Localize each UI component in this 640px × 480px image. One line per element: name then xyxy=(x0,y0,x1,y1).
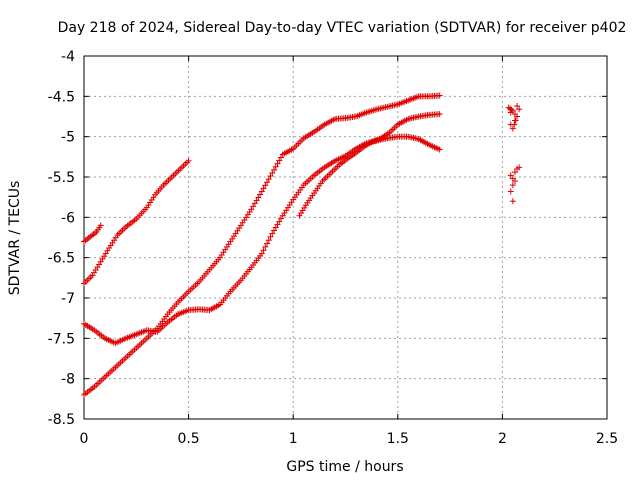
data-point xyxy=(436,146,443,153)
data-point xyxy=(511,169,518,176)
y-tick-label: -8.5 xyxy=(48,412,75,428)
data-point xyxy=(509,198,516,205)
data-point-interp xyxy=(272,163,279,170)
data-point-interp xyxy=(264,179,271,186)
y-tick-label: -6 xyxy=(61,210,75,226)
data-point xyxy=(516,164,523,171)
x-tick-label: 1.5 xyxy=(387,431,409,447)
data-point xyxy=(258,188,265,195)
data-point-interp xyxy=(260,247,267,254)
data-point xyxy=(509,182,516,189)
x-axis-label: GPS time / hours xyxy=(286,459,403,475)
data-point-interp xyxy=(276,157,283,164)
data-point-interp xyxy=(265,237,272,244)
x-tick-label: 0 xyxy=(80,431,89,447)
data-point-interp xyxy=(265,176,272,183)
data-point-interp xyxy=(511,121,518,128)
y-tick-label: -6.5 xyxy=(48,251,75,267)
y-tick-label: -4 xyxy=(61,49,75,65)
plot-frame xyxy=(83,55,608,420)
data-point-interp xyxy=(508,106,515,113)
data-point-interp xyxy=(298,210,305,217)
data-point-interp xyxy=(262,182,269,189)
data-point-interp xyxy=(299,207,306,214)
y-tick-label: -4.5 xyxy=(48,89,75,105)
data-point-interp xyxy=(267,233,274,240)
data-point xyxy=(185,157,192,164)
y-tick-label: -7 xyxy=(61,291,75,307)
x-tick-label: 0.5 xyxy=(177,431,199,447)
data-point-interp xyxy=(271,166,278,173)
data-point xyxy=(258,250,265,257)
data-point xyxy=(511,178,518,185)
data-point-interp xyxy=(274,160,281,167)
grid xyxy=(84,56,607,419)
y-tick-label: -8 xyxy=(61,372,75,388)
data-point-interp xyxy=(264,240,271,247)
data-point-interp xyxy=(262,243,269,250)
data-point xyxy=(269,169,276,176)
x-tick-label: 2 xyxy=(498,431,507,447)
data-point xyxy=(514,113,521,120)
chart-title: Day 218 of 2024, Sidereal Day-to-day VTE… xyxy=(58,20,627,36)
data-point xyxy=(507,109,514,116)
data-point-interp xyxy=(301,204,308,211)
data-point xyxy=(511,117,518,124)
y-axis-label: SDTVAR / TECUs xyxy=(7,181,23,296)
data-point xyxy=(507,172,514,179)
data-point xyxy=(436,111,443,118)
data-point xyxy=(296,212,303,219)
data-point-interp xyxy=(277,154,284,161)
data-point xyxy=(507,188,514,195)
y-tick-label: -7.5 xyxy=(48,331,75,347)
data-point-interp xyxy=(260,185,267,192)
data-point xyxy=(97,222,104,229)
data-point-interp xyxy=(267,173,274,180)
x-axis: 0 0.5 1 1.5 2 2.5 xyxy=(80,56,618,447)
y-tick-label: -5 xyxy=(61,130,75,146)
data-point xyxy=(436,92,443,99)
data-point xyxy=(509,125,516,132)
data-points xyxy=(81,92,523,398)
x-tick-label: 1 xyxy=(289,431,298,447)
data-point xyxy=(516,106,523,113)
data-point xyxy=(514,103,521,110)
y-axis: -4 -4.5 -5 -5.5 -6 -6.5 -7 -7.5 -8 -8.5 xyxy=(48,49,607,428)
x-tick-label: 2.5 xyxy=(596,431,618,447)
y-tick-label: -5.5 xyxy=(48,170,75,186)
